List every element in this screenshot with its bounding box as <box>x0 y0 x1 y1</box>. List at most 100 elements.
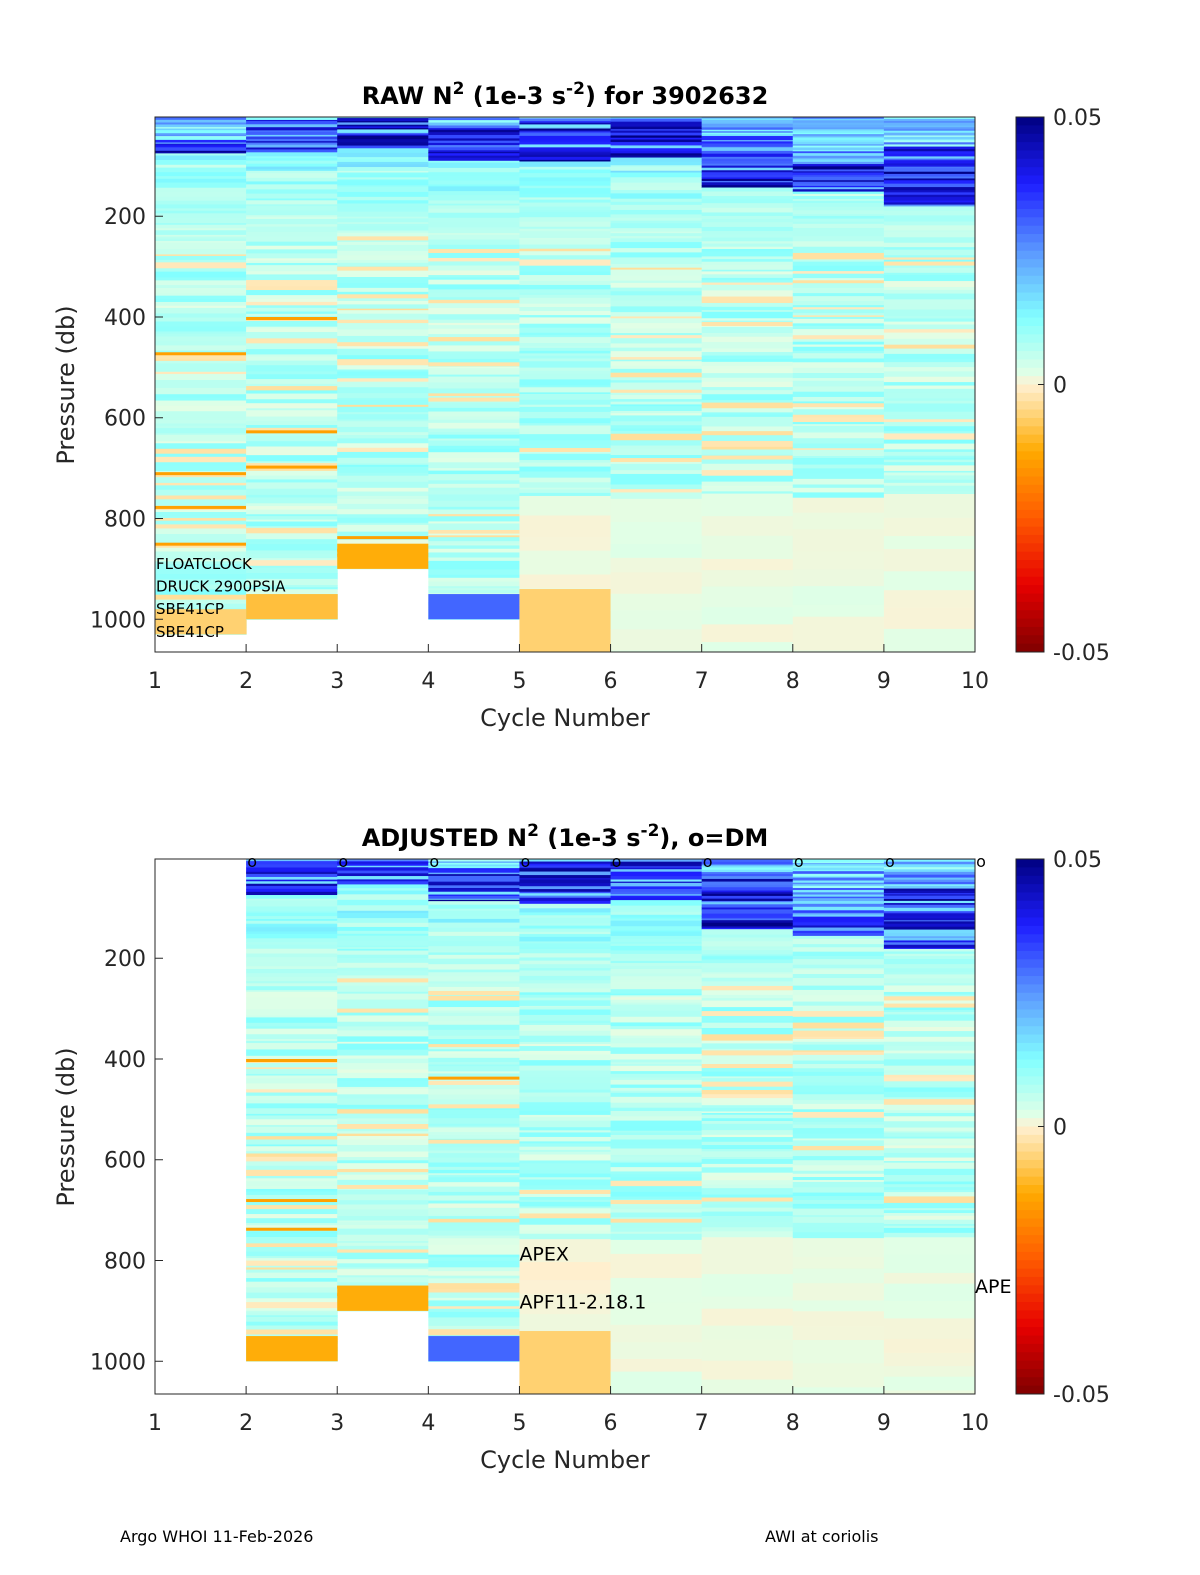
heatmap-cell <box>246 1073 338 1077</box>
heatmap-cell <box>428 1278 520 1284</box>
heatmap-cell <box>246 360 338 366</box>
heatmap-cell <box>155 295 247 300</box>
heatmap-cell <box>610 1004 703 1012</box>
colorbar-swatch <box>1016 317 1044 327</box>
heatmap-cell <box>883 921 976 925</box>
heatmap-cell <box>883 136 976 141</box>
heatmap-cell <box>337 300 429 305</box>
heatmap-cell <box>155 564 247 569</box>
heatmap-cell <box>337 472 429 477</box>
heatmap-cell <box>883 1046 976 1052</box>
heatmap-cell <box>610 198 703 203</box>
heatmap-cell <box>246 245 338 250</box>
heatmap-cell <box>883 144 976 148</box>
heatmap-cell <box>519 130 612 133</box>
colorbar-swatch <box>1016 1377 1044 1387</box>
heatmap-cell <box>519 202 612 208</box>
heatmap-cell <box>883 286 976 291</box>
heatmap-cell <box>701 219 794 223</box>
heatmap-cell <box>246 226 338 233</box>
heatmap-cell <box>519 430 612 435</box>
heatmap-cell <box>337 117 429 119</box>
heatmap-cell <box>337 509 429 515</box>
heatmap-cell <box>246 1298 338 1303</box>
dm-marker: o <box>521 852 531 871</box>
heatmap-cell <box>883 166 976 169</box>
heatmap-cell <box>610 965 703 970</box>
heatmap-cell <box>610 935 703 940</box>
heatmap-cell <box>155 578 247 586</box>
heatmap-cell <box>246 466 338 472</box>
heatmap-cell <box>883 884 976 887</box>
heatmap-cell <box>155 187 247 193</box>
heatmap-cell <box>428 128 520 131</box>
heatmap-cell <box>701 243 794 248</box>
heatmap-cell <box>610 214 703 219</box>
heatmap-cell <box>883 348 976 355</box>
heatmap-cell <box>792 1363 885 1388</box>
heatmap-cell <box>883 156 976 160</box>
heatmap-cell <box>610 1222 703 1229</box>
heatmap-cell <box>792 296 885 302</box>
heatmap-cell <box>519 1077 612 1084</box>
x-tick-label: 1 <box>148 1411 162 1436</box>
annotation-label: APF11-2.18.1 <box>519 1291 646 1313</box>
heatmap-cell <box>519 1083 612 1091</box>
heatmap-cell <box>792 947 885 953</box>
heatmap-cell <box>792 391 885 398</box>
heatmap-cell <box>701 963 794 969</box>
heatmap-cell <box>428 1134 520 1140</box>
heatmap-cell <box>792 462 885 466</box>
heatmap-cell <box>883 358 976 363</box>
heatmap-cell <box>428 1244 520 1252</box>
heatmap-cell <box>792 198 885 202</box>
heatmap-cell <box>610 130 703 134</box>
heatmap-cell <box>246 861 338 865</box>
heatmap-cell <box>337 466 429 474</box>
heatmap-cell <box>155 129 247 132</box>
heatmap-cell <box>155 317 247 322</box>
colorbar-swatch <box>1016 351 1044 360</box>
heatmap-cell <box>701 876 794 880</box>
colorbar-swatch <box>1016 934 1044 944</box>
heatmap-cell <box>519 1314 612 1332</box>
heatmap-cell <box>883 860 976 863</box>
colorbar-swatch <box>1016 342 1044 352</box>
heatmap-cell <box>519 394 612 401</box>
heatmap-cell <box>428 325 520 330</box>
heatmap-cell <box>883 153 976 157</box>
heatmap-cell <box>701 1112 794 1116</box>
heatmap-cell <box>883 217 976 223</box>
heatmap-cell <box>610 189 703 194</box>
heatmap-cell <box>246 539 338 543</box>
heatmap-cell <box>428 351 520 355</box>
heatmap-cell <box>701 1151 794 1158</box>
heatmap-cell <box>610 132 703 136</box>
colorbar-swatch <box>1016 967 1044 977</box>
heatmap-cell <box>337 369 429 372</box>
heatmap-cell <box>337 226 429 232</box>
heatmap-cell <box>155 543 247 548</box>
heatmap-cell <box>246 544 338 551</box>
heatmap-cell <box>792 880 885 884</box>
heatmap-cell <box>701 493 794 517</box>
heatmap-cell <box>428 368 520 376</box>
heatmap-cell <box>428 1311 520 1318</box>
heatmap-cell <box>428 117 520 119</box>
heatmap-cell <box>883 230 976 233</box>
heatmap-cell <box>701 977 794 982</box>
heatmap-cell <box>883 411 976 417</box>
heatmap-cell <box>246 514 338 517</box>
heatmap-cell <box>610 123 703 128</box>
heatmap-cell <box>792 1177 885 1181</box>
heatmap-cell <box>792 201 885 204</box>
heatmap-cell <box>155 299 247 303</box>
heatmap-cell <box>701 1048 794 1051</box>
colorbar-swatch <box>1016 1327 1044 1336</box>
heatmap-cell <box>701 974 794 979</box>
heatmap-cell <box>337 419 429 422</box>
heatmap-cell <box>246 1039 338 1042</box>
heatmap-cell <box>519 1185 612 1190</box>
heatmap-cell <box>701 481 794 487</box>
